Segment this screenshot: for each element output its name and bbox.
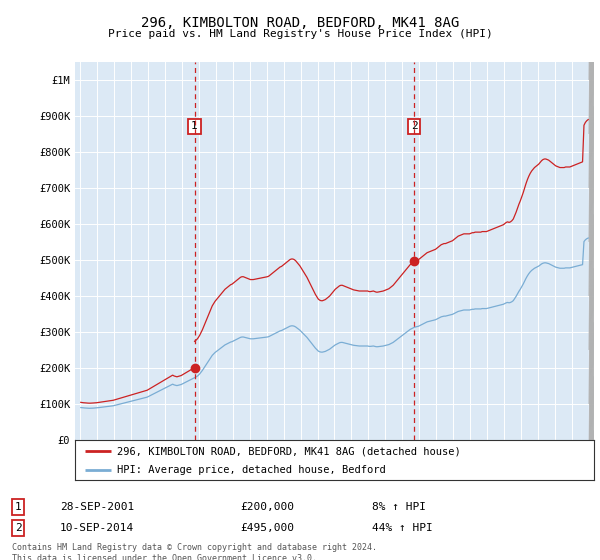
Text: 44% ↑ HPI: 44% ↑ HPI	[372, 523, 433, 533]
Text: £200,000: £200,000	[240, 502, 294, 512]
Text: 1: 1	[191, 122, 198, 132]
Text: 10-SEP-2014: 10-SEP-2014	[60, 523, 134, 533]
Text: 2: 2	[411, 122, 418, 132]
Text: 296, KIMBOLTON ROAD, BEDFORD, MK41 8AG: 296, KIMBOLTON ROAD, BEDFORD, MK41 8AG	[141, 16, 459, 30]
Text: 28-SEP-2001: 28-SEP-2001	[60, 502, 134, 512]
Text: 1: 1	[14, 502, 22, 512]
Text: Price paid vs. HM Land Registry's House Price Index (HPI): Price paid vs. HM Land Registry's House …	[107, 29, 493, 39]
Text: 296, KIMBOLTON ROAD, BEDFORD, MK41 8AG (detached house): 296, KIMBOLTON ROAD, BEDFORD, MK41 8AG (…	[116, 446, 460, 456]
Text: 8% ↑ HPI: 8% ↑ HPI	[372, 502, 426, 512]
Text: 2: 2	[14, 523, 22, 533]
Text: Contains HM Land Registry data © Crown copyright and database right 2024.
This d: Contains HM Land Registry data © Crown c…	[12, 543, 377, 560]
Text: HPI: Average price, detached house, Bedford: HPI: Average price, detached house, Bedf…	[116, 465, 385, 475]
Text: £495,000: £495,000	[240, 523, 294, 533]
